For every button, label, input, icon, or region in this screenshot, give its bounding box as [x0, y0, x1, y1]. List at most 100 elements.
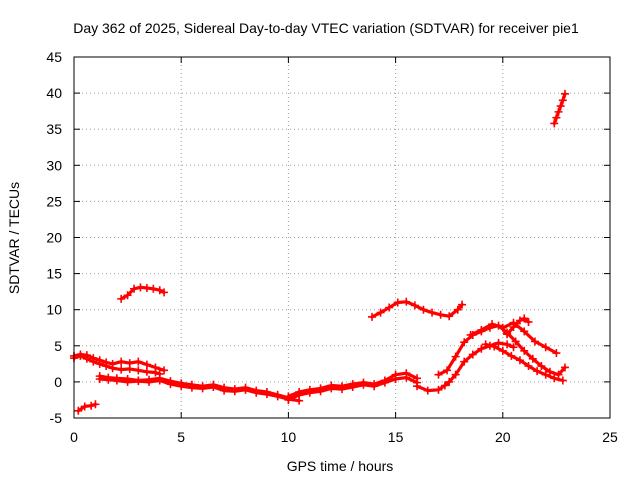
data-point: [509, 343, 518, 352]
data-point: [545, 367, 554, 376]
data-point: [149, 284, 158, 293]
data-point: [554, 370, 563, 379]
y-tick-label: -5: [50, 410, 63, 426]
data-point: [440, 381, 449, 390]
data-point: [151, 368, 160, 377]
data-point: [498, 323, 507, 332]
data-point: [142, 367, 151, 376]
x-tick-label: 0: [70, 429, 78, 445]
data-point: [558, 96, 567, 105]
chart-title: Day 362 of 2025, Sidereal Day-to-day VTE…: [73, 20, 579, 36]
data-point: [453, 305, 462, 314]
data-point: [451, 370, 460, 379]
data-point: [123, 291, 132, 300]
y-tick-label: 35: [46, 121, 62, 137]
data-point: [252, 388, 261, 397]
data-point: [477, 344, 486, 353]
y-tick-label: 5: [54, 338, 62, 354]
data-point: [376, 308, 385, 317]
data-point: [198, 384, 207, 393]
data-series: [70, 89, 569, 415]
data-point: [370, 382, 379, 391]
series-trace: [484, 342, 565, 383]
data-point: [338, 385, 346, 394]
data-point: [295, 390, 304, 399]
data-point: [160, 288, 169, 297]
data-point: [419, 305, 428, 314]
data-point: [82, 354, 91, 363]
data-point: [117, 294, 126, 303]
data-point: [434, 385, 443, 394]
data-point: [402, 373, 411, 382]
data-point: [466, 330, 475, 339]
data-point: [368, 312, 377, 321]
data-point: [560, 363, 569, 372]
data-point: [123, 377, 132, 386]
data-point: [503, 330, 512, 339]
data-point: [95, 375, 104, 384]
data-point: [460, 338, 469, 347]
data-point: [550, 374, 559, 383]
data-point: [498, 346, 507, 355]
series-s14: [481, 340, 567, 385]
data-point: [348, 382, 357, 391]
data-point: [393, 298, 402, 307]
data-point: [359, 380, 368, 389]
data-point: [520, 327, 529, 336]
series-s3: [74, 400, 100, 415]
data-point: [134, 357, 143, 366]
data-point: [520, 314, 529, 323]
data-point: [503, 340, 512, 349]
data-point: [76, 351, 85, 360]
data-point: [160, 366, 169, 375]
series-s10: [413, 338, 518, 395]
data-point: [187, 383, 196, 392]
plot-frame: [73, 56, 611, 419]
data-point: [155, 286, 164, 295]
data-point: [142, 360, 151, 369]
data-point: [262, 390, 271, 399]
data-point: [220, 386, 229, 395]
data-point: [91, 400, 100, 409]
data-point: [552, 113, 561, 122]
data-point: [507, 351, 516, 360]
data-point: [134, 366, 143, 375]
series-s6: [117, 283, 169, 303]
data-point: [558, 376, 567, 385]
data-point: [104, 375, 113, 384]
data-point: [117, 357, 126, 366]
data-point: [434, 370, 443, 379]
data-point: [413, 382, 422, 391]
data-point: [541, 343, 550, 352]
data-point: [74, 406, 83, 415]
y-axis-title: SDTVAR / TECUs: [6, 182, 22, 294]
data-point: [458, 300, 467, 309]
y-tick-label: 15: [46, 266, 62, 282]
data-point: [481, 340, 490, 349]
series-s2: [70, 351, 164, 378]
data-point: [509, 323, 518, 332]
series-s12: [466, 318, 561, 358]
axis-ticks: -5 0 5 10 15 20 25 30 35 40 45 0 5 10 15 20 25: [46, 49, 618, 445]
data-point: [145, 377, 154, 386]
data-point: [533, 367, 542, 376]
data-point: [95, 359, 104, 368]
data-point: [130, 284, 139, 293]
data-point: [402, 297, 411, 306]
data-point: [524, 362, 533, 371]
data-point: [316, 387, 325, 396]
data-point: [89, 357, 98, 366]
x-tick-label: 25: [602, 429, 618, 445]
y-tick-label: 30: [46, 157, 62, 173]
data-point: [108, 364, 117, 373]
x-tick-label: 15: [388, 429, 404, 445]
data-point: [515, 356, 524, 365]
x-axis-title: GPS time / hours: [287, 458, 394, 474]
data-point: [537, 362, 546, 371]
data-point: [284, 395, 293, 404]
data-point: [451, 352, 460, 361]
y-tick-label: 25: [46, 193, 62, 209]
data-point: [552, 349, 561, 358]
data-point: [541, 370, 550, 379]
